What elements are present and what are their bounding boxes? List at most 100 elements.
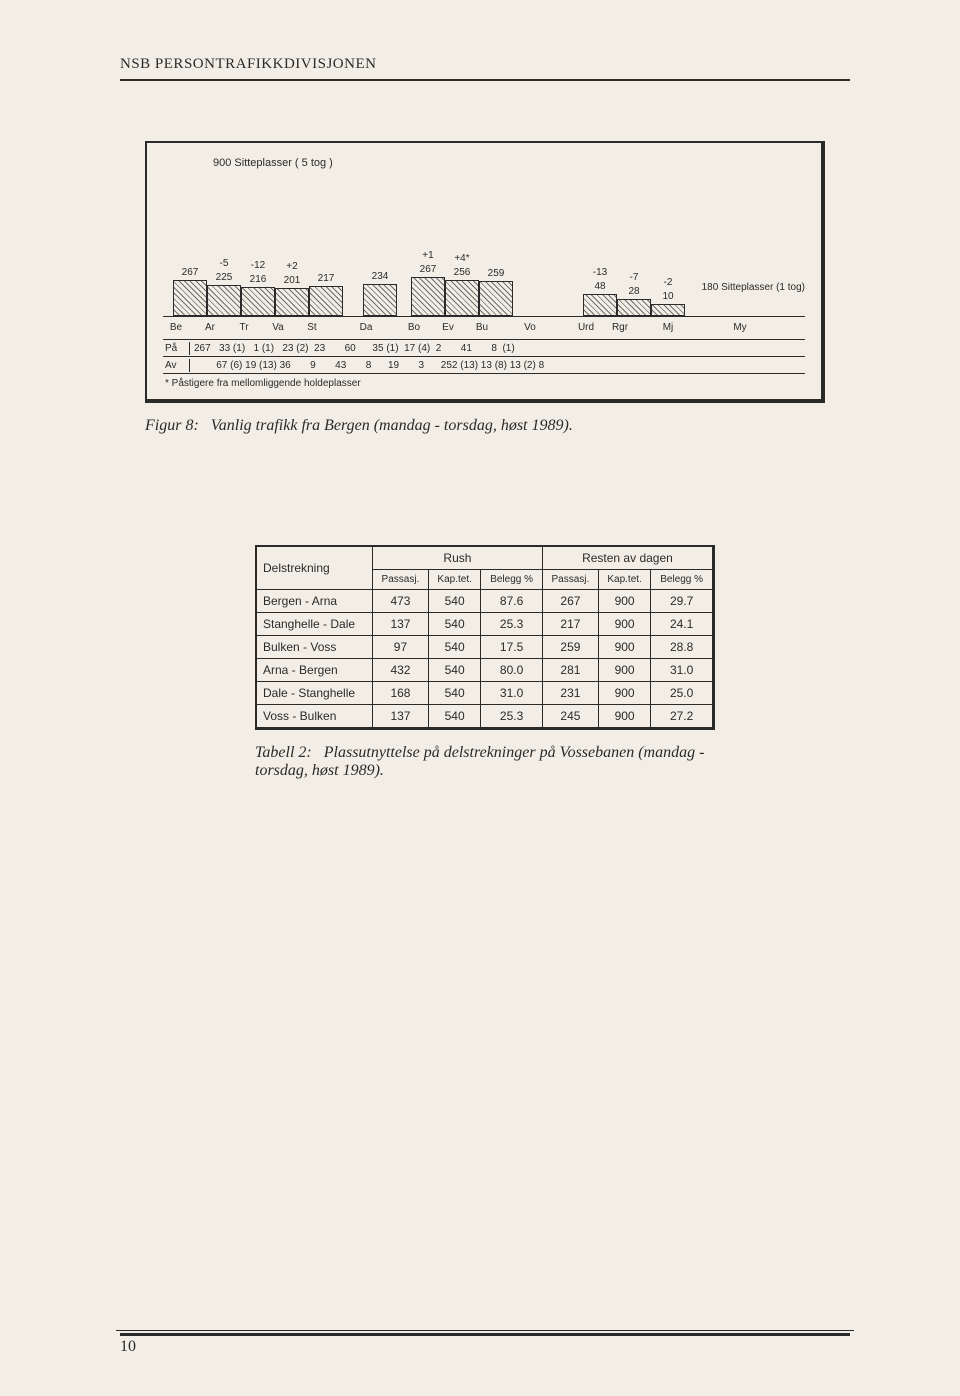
- cell-value: 25.3: [481, 705, 543, 729]
- chart-bar: 234: [363, 284, 397, 316]
- cell-value: 137: [372, 613, 428, 636]
- col-rush: Rush: [372, 546, 542, 570]
- cell-value: 29.7: [651, 590, 714, 613]
- bar-value: 256: [446, 267, 478, 278]
- pa-values: 267 33 (1) 1 (1) 23 (2) 23 60 35 (1) 17 …: [190, 342, 805, 355]
- table-row: Av 67 (6) 19 (13) 36 9 43 8 19 3 252 (13…: [163, 357, 805, 374]
- cell-value: 31.0: [651, 659, 714, 682]
- cell-value: 217: [542, 613, 598, 636]
- chart-bar: 259: [479, 281, 513, 316]
- table-caption: Tabell 2: Plassutnyttelse på delstreknin…: [255, 744, 715, 780]
- chart-bar: 267+1: [411, 277, 445, 316]
- bar-delta: +2: [276, 261, 308, 272]
- chart-top-label: 900 Sitteplasser ( 5 tog ): [213, 157, 333, 169]
- figure-8: 900 Sitteplasser ( 5 tog ) 267225-5216-1…: [145, 141, 825, 435]
- x-label: Mj: [651, 322, 685, 333]
- bar-value: 225: [208, 272, 240, 283]
- av-values: 67 (6) 19 (13) 36 9 43 8 19 3 252 (13) 1…: [190, 359, 805, 372]
- cell-value: 25.0: [651, 682, 714, 705]
- chart-bar: 225-5: [207, 285, 241, 316]
- x-axis-labels: BeArTrVaStDaBoEvBuVoUrdRgrMjMy: [163, 319, 805, 333]
- cell-name: Arna - Bergen: [256, 659, 372, 682]
- figure-caption-text: Vanlig trafikk fra Bergen (mandag - tors…: [211, 417, 573, 434]
- bar-value: 216: [242, 274, 274, 285]
- cell-value: 540: [428, 659, 480, 682]
- footer-rule: [120, 1333, 850, 1336]
- cell-value: 259: [542, 636, 598, 659]
- x-label: Ar: [193, 322, 227, 333]
- x-label: Tr: [227, 322, 261, 333]
- chart-box: 900 Sitteplasser ( 5 tog ) 267225-5216-1…: [145, 141, 825, 403]
- cell-value: 231: [542, 682, 598, 705]
- cell-value: 900: [598, 590, 650, 613]
- bar-delta: -2: [652, 277, 684, 288]
- x-label: Vo: [513, 322, 547, 333]
- cell-value: 245: [542, 705, 598, 729]
- chart-right-label: 180 Sitteplasser (1 tog): [702, 282, 805, 293]
- cell-value: 27.2: [651, 705, 714, 729]
- cell-value: 900: [598, 659, 650, 682]
- occupancy-table: Delstrekning Rush Resten av dagen Passas…: [255, 545, 715, 730]
- cell-value: 900: [598, 705, 650, 729]
- chart-bar: 267: [173, 280, 207, 316]
- running-head: NSB PERSONTRAFIKKDIVISJONEN: [120, 56, 850, 73]
- x-label: Ev: [431, 322, 465, 333]
- sub-passasj: Passasj.: [372, 570, 428, 590]
- av-label: Av: [163, 359, 190, 372]
- sub-passasj: Passasj.: [542, 570, 598, 590]
- cell-value: 900: [598, 682, 650, 705]
- bar-delta: +4*: [446, 253, 478, 264]
- bar-value: 217: [310, 273, 342, 284]
- table-caption-lead: Tabell 2:: [255, 744, 312, 761]
- table-row: Bulken - Voss9754017.525990028.8: [256, 636, 714, 659]
- x-label: Urd: [569, 322, 603, 333]
- cell-value: 473: [372, 590, 428, 613]
- cell-value: 25.3: [481, 613, 543, 636]
- cell-name: Stanghelle - Dale: [256, 613, 372, 636]
- x-label: Be: [159, 322, 193, 333]
- figure-caption: Figur 8: Vanlig trafikk fra Bergen (mand…: [145, 417, 825, 435]
- bar-value: 10: [652, 291, 684, 302]
- table-row: Arna - Bergen43254080.028190031.0: [256, 659, 714, 682]
- cell-name: Dale - Stanghelle: [256, 682, 372, 705]
- table-row: Voss - Bulken13754025.324590027.2: [256, 705, 714, 729]
- cell-value: 900: [598, 636, 650, 659]
- col-delstrekning: Delstrekning: [256, 546, 372, 590]
- x-label: Bu: [465, 322, 499, 333]
- cell-value: 267: [542, 590, 598, 613]
- bar-value: 48: [584, 281, 616, 292]
- bar-value: 259: [480, 268, 512, 279]
- sub-belegg: Belegg %: [651, 570, 714, 590]
- page-footer: 10: [120, 1330, 850, 1356]
- chart-bar: 217: [309, 286, 343, 316]
- chart-bar: 256+4*: [445, 280, 479, 316]
- cell-value: 87.6: [481, 590, 543, 613]
- chart-footnote: * Påstigere fra mellomliggende holdeplas…: [163, 374, 805, 389]
- bar-delta: -12: [242, 260, 274, 271]
- page-number: 10: [120, 1338, 850, 1356]
- chart-bar: 201+2: [275, 288, 309, 316]
- table-row: Stanghelle - Dale13754025.321790024.1: [256, 613, 714, 636]
- bars-baseline: 267225-5216-12201+2217234267+1256+4*2594…: [163, 186, 805, 317]
- cell-value: 281: [542, 659, 598, 682]
- cell-value: 28.8: [651, 636, 714, 659]
- footer-rule: [116, 1330, 854, 1331]
- table-row: Dale - Stanghelle16854031.023190025.0: [256, 682, 714, 705]
- bar-delta: -13: [584, 267, 616, 278]
- x-label: My: [723, 322, 757, 333]
- cell-value: 432: [372, 659, 428, 682]
- page: NSB PERSONTRAFIKKDIVISJONEN 900 Sittepla…: [0, 0, 960, 1396]
- cell-name: Bulken - Voss: [256, 636, 372, 659]
- chart-bar: 216-12: [241, 287, 275, 316]
- bar-value: 267: [174, 267, 206, 278]
- bar-value: 201: [276, 275, 308, 286]
- cell-value: 17.5: [481, 636, 543, 659]
- x-label: Bo: [397, 322, 431, 333]
- bar-delta: -5: [208, 258, 240, 269]
- x-label: Da: [349, 322, 383, 333]
- bars-area: 900 Sitteplasser ( 5 tog ) 267225-5216-1…: [163, 153, 805, 333]
- bar-value: 267: [412, 264, 444, 275]
- bar-value: 234: [364, 271, 396, 282]
- pa-label: På: [163, 342, 190, 355]
- x-label: Va: [261, 322, 295, 333]
